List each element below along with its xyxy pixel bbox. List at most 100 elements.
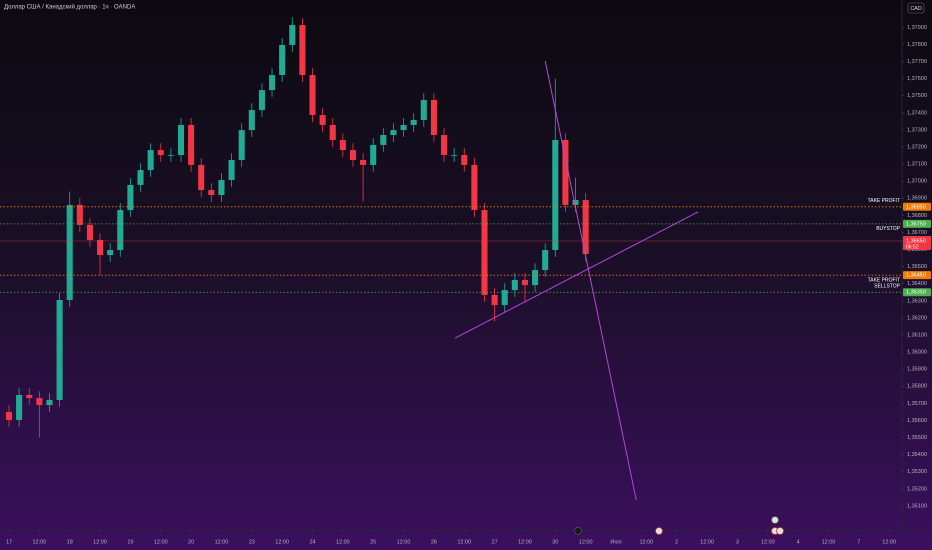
candle-body [451, 155, 458, 156]
candle-body [440, 135, 448, 156]
candle-body [562, 139, 569, 205]
y-tick-label: 1,37700 [907, 59, 927, 65]
candle-body [5, 411, 13, 420]
level-price-box [903, 271, 931, 280]
candle-body [66, 204, 73, 300]
x-tick-label: 3 [736, 539, 739, 545]
x-tick-label: 12:00 [518, 539, 532, 545]
y-tick-label: 1,35200 [907, 486, 927, 492]
candle-body [46, 399, 53, 406]
candles [5, 17, 589, 438]
candle-body [198, 164, 205, 191]
x-tick-label: 12:00 [579, 539, 593, 545]
candle-body [390, 130, 397, 136]
level-price-box [903, 219, 931, 228]
y-tick-label: 1,36800 [907, 213, 927, 219]
candle-body [491, 294, 498, 306]
y-tick-label: 1,36200 [907, 315, 927, 321]
candle-body [552, 139, 559, 251]
trend-line [454, 211, 699, 339]
x-tick-label: 18 [67, 539, 73, 545]
candle-body [238, 130, 245, 160]
candle-body [97, 239, 104, 256]
level-name: SELLSTOP [874, 284, 900, 290]
candle-body [339, 139, 346, 151]
y-tick-label: 1,37100 [907, 162, 927, 168]
candle-body [420, 99, 427, 120]
y-tick-label: 1,35600 [907, 418, 927, 424]
y-tick-label: 1,37400 [907, 110, 927, 116]
x-tick-label: 12:00 [32, 539, 46, 545]
x-tick-label: 4 [797, 539, 800, 545]
event-icon[interactable] [655, 527, 663, 535]
y-tick-label: 1,36400 [907, 281, 927, 287]
x-tick-label: Июл [610, 539, 621, 545]
event-icon[interactable] [771, 516, 779, 524]
x-tick-label: 12:00 [215, 539, 229, 545]
y-tick-label: 1,35900 [907, 367, 927, 373]
y-tick-label: 1,37900 [907, 25, 927, 31]
level-name: BUYSTOP [876, 226, 900, 232]
x-tick-label: 12:00 [93, 539, 107, 545]
event-icon[interactable] [776, 527, 784, 535]
x-tick-label: 25 [370, 539, 376, 545]
candle-body [137, 170, 144, 185]
event-icon[interactable] [574, 527, 582, 535]
y-tick-label: 1,37000 [907, 179, 927, 185]
y-tick-label: 1,35500 [907, 435, 927, 441]
event-icons [574, 516, 784, 535]
candle-body [461, 155, 468, 165]
candle-body [309, 75, 316, 116]
candle-body [380, 135, 387, 145]
x-tick-label: 24 [309, 539, 315, 545]
candle-body [481, 210, 488, 295]
candle-body [157, 150, 164, 156]
candle-body [86, 224, 93, 240]
candle-body [299, 24, 306, 76]
x-tick-label: 12:00 [700, 539, 714, 545]
y-tick-label: 1,35300 [907, 469, 927, 475]
y-tick-label: 1,36700 [907, 230, 927, 236]
candle-body [370, 144, 377, 165]
chart-title: Доллар США / Канадский доллар · 1ч · OAN… [4, 4, 135, 11]
candle-body [582, 199, 589, 254]
candle-body [258, 90, 265, 111]
candle-body [410, 119, 417, 125]
x-tick-label: 12:00 [336, 539, 350, 545]
y-tick-label: 1,36500 [907, 264, 927, 270]
x-tick-label: 19 [127, 539, 133, 545]
candle-body [542, 250, 549, 271]
x-tick-label: 12:00 [457, 539, 471, 545]
y-tick-label: 1,37500 [907, 93, 927, 99]
level-price: 1,36350 [906, 290, 926, 296]
candle-body [76, 204, 83, 225]
y-tick-label: 1,35400 [907, 452, 927, 458]
level-price: 1,36850 [906, 204, 926, 210]
x-tick-label: 12:00 [761, 539, 775, 545]
candle-body [107, 250, 114, 256]
currency[interactable]: CAD [910, 6, 922, 12]
candle-body [26, 394, 33, 399]
last-price-box [903, 235, 931, 250]
candle-body [36, 398, 43, 406]
candle-body [521, 279, 528, 286]
candle-body [430, 99, 437, 136]
candle-body [279, 44, 286, 76]
candle-body [208, 190, 215, 196]
y-tick-label: 1,35100 [907, 503, 927, 509]
x-tick-label: 30 [552, 539, 558, 545]
x-tick-label: 12:00 [397, 539, 411, 545]
y-tick-label: 1,37200 [907, 144, 927, 150]
candle-body [269, 75, 276, 91]
y-tick-label: 1,36000 [907, 350, 927, 356]
x-tick-label: 7 [857, 539, 860, 545]
currency-box[interactable] [907, 2, 925, 14]
candle-body [218, 179, 225, 196]
x-tick-label: 17 [6, 539, 12, 545]
x-tick-label: 2 [675, 539, 678, 545]
y-tick-label: 1,37600 [907, 76, 927, 82]
x-tick-label: 12:00 [882, 539, 896, 545]
x-tick-label: 26 [431, 539, 437, 545]
candle-body [572, 199, 579, 205]
